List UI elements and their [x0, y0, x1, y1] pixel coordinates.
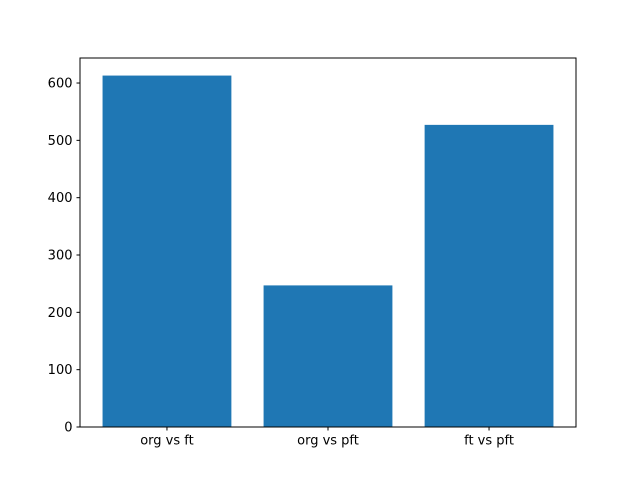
y-tick-label: 400 [48, 191, 73, 206]
x-tick-label: org vs pft [297, 434, 359, 449]
y-tick-label: 600 [48, 77, 73, 92]
y-tick-label: 0 [64, 421, 72, 436]
y-tick-label: 100 [48, 363, 73, 378]
bar-org-vs-pft [263, 285, 393, 427]
bar-ft-vs-pft [424, 124, 554, 428]
y-tick-label: 500 [48, 134, 73, 149]
x-tick-label: org vs ft [140, 434, 194, 449]
y-tick-label: 300 [48, 249, 73, 264]
x-tick-label: ft vs pft [464, 434, 514, 449]
bar-org-vs-ft [102, 75, 232, 427]
y-tick-label: 200 [48, 306, 73, 321]
